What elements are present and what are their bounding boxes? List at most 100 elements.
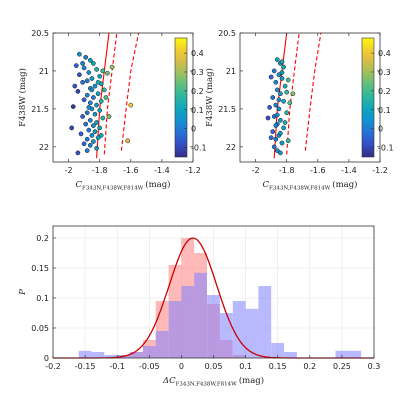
data-point [98,98,104,104]
x-tick-label: -2 [65,166,73,175]
data-point [89,133,95,138]
y-tick-label: 20.5 [218,29,236,38]
histogram-bar-series-2 [130,352,143,358]
data-point [278,117,283,123]
data-point [84,136,90,142]
data-point [78,131,84,137]
data-point [86,70,92,75]
data-point [77,51,82,57]
x-tick-label: -0.2 [45,362,61,371]
data-point [100,115,106,121]
data-point [73,63,79,68]
data-point [274,57,280,62]
data-point [97,73,103,79]
data-point [279,140,285,146]
colorbar-tick-label: 0.3 [378,68,391,77]
data-point [94,120,99,125]
y-tick-label: 22 [226,143,236,152]
data-point [287,100,293,106]
fiducial-line-3 [120,32,140,151]
colorbar [361,37,375,158]
data-point [84,110,90,116]
data-point [271,68,277,74]
scatter-panel-left: -2 -1.8 -1.6 -1.4 -1.2 20.5 21 21.5 22 F438W (mag… [17,29,207,192]
y-axis-label: P [18,289,28,296]
y-tick-label: 0.2 [36,234,49,243]
plot-area [240,33,380,162]
x-tick-label: 0 [179,362,184,371]
x-tick-label: -0.05 [139,362,160,371]
fiducial-line-3 [304,32,322,151]
data-point [281,125,286,131]
histogram-bar-series-2 [335,350,349,358]
data-point [274,87,280,93]
colorbar-tick-label: 0 [191,125,196,134]
data-point [87,142,93,148]
x-axis-label-unit: (mag) [239,375,264,386]
colorbar-tick-label: 0.2 [191,87,204,96]
x-axis-label-sub: F343N,F438W,F814W [82,186,144,192]
data-point [282,83,288,89]
data-point [95,91,101,97]
histogram-bar-series-2 [245,308,259,358]
data-point [83,54,89,60]
data-point [125,138,131,144]
histogram-bar-series-2 [78,350,92,358]
data-point [94,145,99,151]
histogram-bar-series-2 [284,352,297,358]
data-point [270,95,276,100]
data-point [89,76,95,81]
data-point [279,70,285,75]
data-point [95,79,101,85]
histogram-bar-series-2 [348,350,362,358]
data-point [278,91,283,97]
data-point [92,83,98,89]
x-tick-label: -1.6 [310,166,326,175]
data-point [274,112,280,118]
histogram-bar-series-2 [258,286,272,358]
data-point [285,138,291,144]
data-point [77,72,82,78]
fiducial-line-1 [273,32,288,159]
data-point [105,70,110,76]
data-point [87,117,93,123]
data-point [281,64,286,70]
colorbar-tick-label: 0.4 [378,49,391,58]
x-axis-label-unit: (mag) [145,179,170,190]
y-tick-label: 0.15 [31,264,49,273]
y-tick-label: 21.5 [218,105,236,114]
y-tick-label: 0.1 [36,294,49,303]
histogram-bar-series-2 [232,301,246,358]
data-point [80,114,85,119]
data-point [276,72,282,78]
histogram-bar-series-2 [155,331,169,358]
histogram-bar-series-2 [168,301,182,358]
data-point [94,67,99,72]
x-tick-label: -1.6 [123,166,139,175]
data-point [91,95,96,100]
y-tick-label: 20.5 [31,29,49,38]
x-tick-label: 0.2 [303,362,316,371]
histogram-panel: -0.2 -0.15 -0.1 -0.05 0 0.05 0.1 0.15 0.2 0.25 0.3… [18,225,381,388]
axes-frame [52,32,194,163]
colorbar-tick-label: 0.1 [378,106,391,115]
data-point [69,125,75,131]
colorbar-tick-label: 0.2 [378,87,391,96]
x-tick-label: -0.15 [75,362,96,371]
plot-area [53,33,193,162]
data-point [80,61,85,66]
data-point [97,125,103,131]
x-tick-label: -2 [252,166,260,175]
x-tick-label: 0.05 [205,362,223,371]
data-point [276,97,282,103]
x-axis-label: CF343N,F438W,F814W (mag) [76,179,171,192]
data-point [290,91,296,97]
data-point [273,102,279,108]
fiducial-line-2 [286,32,300,155]
data-point [92,129,98,134]
x-tick-label: 0.3 [368,362,381,371]
axes-frame [239,32,381,163]
x-tick-label: -1.8 [279,166,295,175]
data-point [81,141,87,147]
